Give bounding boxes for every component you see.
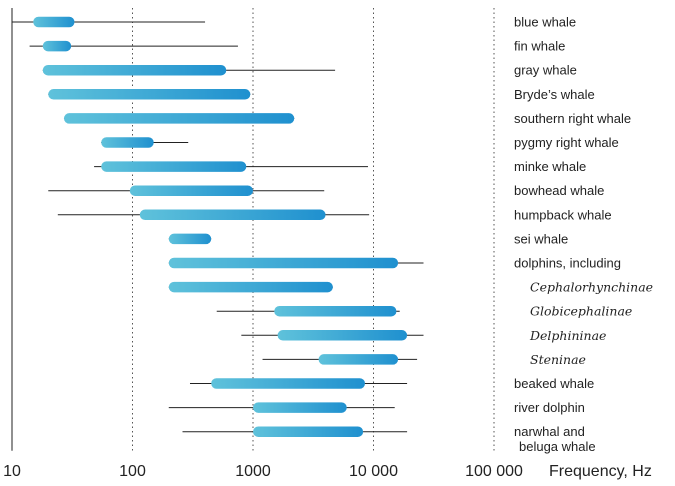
row-label: sei whale <box>514 231 568 246</box>
range-bar <box>168 233 212 245</box>
range-bar <box>42 40 72 52</box>
range-bar <box>211 378 365 389</box>
row-label: blue whale <box>514 15 576 30</box>
row-label: beaked whale <box>514 376 594 391</box>
row-label: southern right whale <box>514 111 631 126</box>
x-axis-title: Frequency, Hz <box>549 463 652 480</box>
range-bar <box>63 113 295 124</box>
range-bar <box>42 64 227 76</box>
row-labels: blue whale fin whale gray whale Bryde’s wha… <box>514 15 653 455</box>
row-label: gray whale <box>514 63 577 78</box>
x-tick-label: 1000 <box>235 463 271 480</box>
row-label: Bryde’s whale <box>514 87 595 102</box>
range-lines <box>12 21 424 433</box>
row-label: fin whale <box>514 39 565 54</box>
range-bar <box>277 330 408 341</box>
range-bar <box>168 281 333 293</box>
row-label: bowhead whale <box>514 183 604 198</box>
x-tick-label: 100 <box>119 463 146 480</box>
range-bars <box>33 16 408 437</box>
range-bar <box>33 16 75 28</box>
x-tick-label: 10 <box>3 463 21 480</box>
range-bar <box>101 161 247 172</box>
x-tick-labels: 10 100 1000 10 000 100 000 <box>3 463 523 480</box>
range-bar <box>129 185 253 196</box>
row-label: Steninae <box>530 352 586 367</box>
row-label: dolphins, including <box>514 256 621 271</box>
row-label: narwhal and <box>514 424 585 439</box>
row-label: Cephalorhynchinae <box>530 280 653 295</box>
row-label: beluga whale <box>519 439 596 454</box>
grid-lines <box>11 8 495 451</box>
row-label: minke whale <box>514 159 586 174</box>
row-label: pygmy right whale <box>514 135 619 150</box>
range-bar <box>274 305 397 317</box>
range-bar <box>101 137 154 148</box>
x-tick-label: 100 000 <box>465 463 523 480</box>
x-tick-label: 10 000 <box>349 463 398 480</box>
range-bar <box>253 426 364 437</box>
row-label: Globicephalinae <box>530 304 632 319</box>
range-bar <box>318 354 399 365</box>
range-bar <box>139 209 326 221</box>
range-bar <box>48 89 251 100</box>
row-label: humpback whale <box>514 207 612 222</box>
range-bar <box>168 257 399 269</box>
range-bar <box>253 402 347 413</box>
row-label: Delphininae <box>529 328 606 343</box>
row-label: river dolphin <box>514 400 585 415</box>
